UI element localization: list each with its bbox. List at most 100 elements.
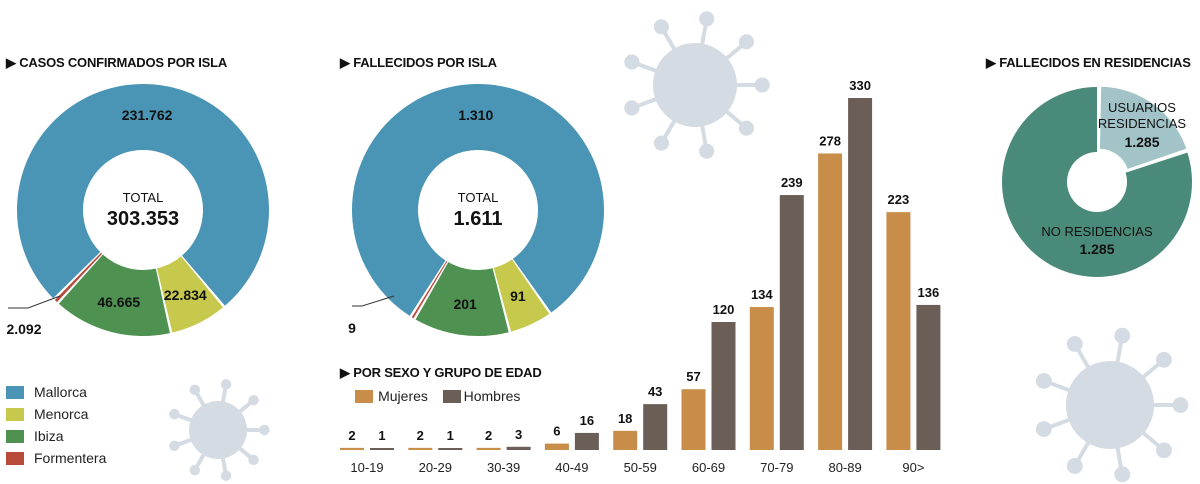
bar-value: 18 [618, 411, 632, 426]
bar-value: 3 [515, 427, 522, 442]
virus-spike-tip [1035, 421, 1052, 437]
virus-spike-tip [1172, 397, 1189, 413]
slice-name: NO RESIDENCIAS [1041, 224, 1153, 239]
virus-spike-tip [1066, 458, 1083, 474]
virus-spike-tip [738, 34, 755, 50]
virus-spike-tip [699, 11, 715, 27]
bar-value: 330 [849, 78, 871, 93]
bar-mujeres [681, 389, 706, 450]
x-tick-label: 10-19 [350, 460, 383, 475]
center-label: TOTAL [123, 190, 164, 205]
slice-label: 9 [348, 320, 356, 336]
virus-spike-tip [1156, 442, 1172, 459]
title-casos: ▶ CASOS CONFIRMADOS POR ISLA [6, 55, 228, 70]
donut-slice-usuarios-residencias [1099, 86, 1187, 169]
slice-label: 2.092 [6, 321, 41, 337]
slice-label: 1.310 [458, 107, 493, 123]
bar-value: 1 [378, 428, 385, 443]
x-tick-label: 50-59 [624, 460, 657, 475]
title-fallecidos: ▶ FALLECIDOS POR ISLA [340, 55, 497, 70]
bar-mujeres [544, 443, 569, 450]
slice-name: RESIDENCIAS [1098, 116, 1186, 131]
virus-decoration [189, 401, 247, 459]
donut-slice-menorca [493, 259, 550, 332]
slice-label: 231.762 [122, 107, 173, 123]
virus-spike-tip [624, 100, 640, 116]
bar-mujeres [340, 447, 364, 450]
legend-label: Ibiza [34, 428, 64, 444]
x-tick-label: 70-79 [760, 460, 793, 475]
x-tick-label: 60-69 [692, 460, 725, 475]
x-tick-label: 40-49 [555, 460, 588, 475]
legend-label-mujeres: Mujeres [378, 388, 428, 404]
virus-spike-tip [169, 440, 180, 452]
bar-mujeres [613, 430, 638, 450]
virus-spike-tip [1066, 336, 1083, 352]
bar-hombres [643, 404, 668, 450]
legend-label: Mallorca [34, 384, 87, 400]
bar-value: 239 [781, 175, 803, 190]
donut-slice-no-residencias [1002, 87, 1193, 277]
leader-line [352, 295, 395, 307]
virus-spike-tip [738, 120, 755, 136]
bar-value: 134 [751, 287, 773, 302]
bar-hombres [848, 98, 873, 450]
donut-slice-ibiza [415, 262, 509, 337]
virus-spike-tip [1114, 466, 1131, 483]
bar-hombres [438, 448, 463, 450]
virus-spike-tip [169, 408, 180, 420]
bar-hombres [916, 304, 941, 450]
bar-value: 223 [888, 192, 910, 207]
bar-hombres [779, 195, 804, 450]
bar-value: 1 [447, 428, 454, 443]
bar-value: 136 [918, 285, 940, 300]
center-label: TOTAL [458, 190, 499, 205]
bar-value: 43 [648, 384, 662, 399]
virus-decoration [1066, 361, 1154, 449]
slice-label: 22.834 [164, 287, 207, 303]
virus-spike-tip [1156, 351, 1172, 368]
title-text: FALLECIDOS POR ISLA [353, 55, 497, 70]
bar-hombres [506, 446, 531, 450]
slice-label: 1.285 [1124, 134, 1159, 150]
bar-value: 16 [580, 413, 594, 428]
bar-hombres [711, 322, 736, 450]
virus-spike-tip [189, 384, 201, 396]
virus-spike-tip [220, 379, 232, 390]
legend-swatch [6, 385, 24, 399]
legend-label: Formentera [34, 450, 107, 466]
center-value: 303.353 [107, 208, 179, 230]
virus-spike-tip [259, 424, 270, 436]
bar-mujeres [886, 212, 911, 450]
donut-slice-ibiza [58, 254, 170, 337]
virus-spike-tip [624, 54, 640, 70]
title-text: CASOS CONFIRMADOS POR ISLA [19, 55, 228, 70]
legend-label-hombres: Hombres [464, 388, 521, 404]
slice-label: 91 [510, 288, 526, 304]
bar-value: 57 [686, 369, 700, 384]
virus-spike-tip [189, 464, 201, 476]
bar-value: 120 [713, 302, 735, 317]
legend-swatch [6, 429, 24, 443]
bar-hombres [370, 448, 394, 450]
virus-spike-tip [653, 19, 669, 35]
legend-ibiza: Ibiza [6, 428, 64, 444]
legend-swatch [6, 451, 24, 465]
slice-label: 46.665 [97, 294, 140, 310]
x-tick-label: 20-29 [419, 460, 452, 475]
virus-spike-tip [248, 394, 259, 406]
virus-spike-tip [248, 454, 259, 466]
title-text: POR SEXO Y GRUPO DE EDAD [353, 365, 542, 380]
legend-swatch [6, 407, 24, 421]
donut-slice-formentera [54, 252, 103, 303]
virus-spike-tip [699, 143, 715, 159]
donut-slice-mallorca [17, 84, 270, 306]
bar-value: 2 [485, 428, 492, 443]
legend-menorca: Menorca [6, 406, 88, 422]
x-tick-label: 80-89 [828, 460, 861, 475]
virus-spike-tip [754, 77, 770, 93]
legend-formentera: Formentera [6, 450, 106, 466]
virus-spike-tip [220, 470, 232, 481]
virus-spike-tip [1035, 373, 1052, 389]
